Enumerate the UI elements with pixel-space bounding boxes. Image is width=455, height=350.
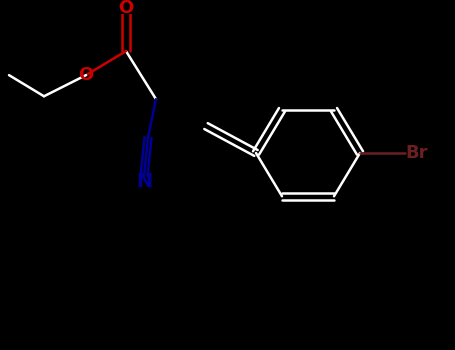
Text: N: N xyxy=(136,172,152,191)
Text: Br: Br xyxy=(406,144,428,162)
Text: O: O xyxy=(118,0,134,17)
Text: O: O xyxy=(78,66,94,84)
